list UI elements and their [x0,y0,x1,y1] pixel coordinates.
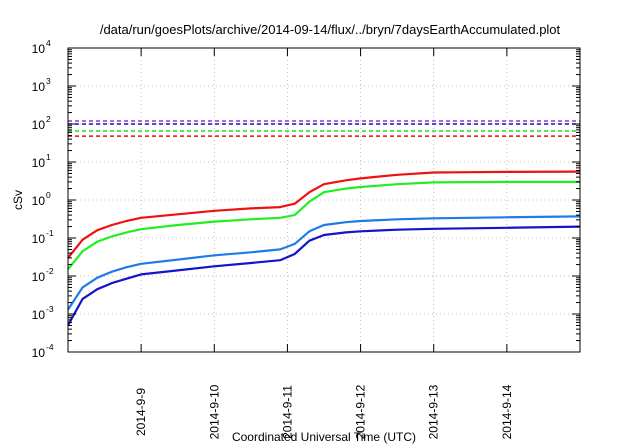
y-tick-label: 10 [32,346,46,360]
y-tick-label-exponent: -4 [46,342,54,352]
x-tick-label: 2014-9-14 [500,384,514,439]
y-axis-label: cSv [11,190,25,210]
y-tick-label: 10 [32,80,46,94]
series-line [67,225,581,326]
y-tick-label: 10 [32,118,46,132]
x-tick-label: 2014-9-13 [427,384,441,439]
y-tick-label: 10 [32,308,46,322]
series-line [67,180,580,270]
y-tick-label: 10 [32,42,46,56]
y-tick-label-exponent: 1 [46,152,51,162]
y-tick-label-exponent: 3 [46,76,51,86]
y-tick-label-exponent: -1 [46,228,54,238]
y-tick-label-exponent: -3 [46,304,54,314]
x-tick-label: 2014-9-10 [207,384,221,439]
x-tick-label: 2014-9-11 [280,385,294,439]
y-tick-label: 10 [32,232,46,246]
x-axis-label: Coordinated Universal Time (UTC) [232,430,416,444]
y-tick-label: 10 [32,156,46,170]
y-tick-label-exponent: 0 [46,190,51,200]
x-axis: 2014-9-9 2014-9-10 2014-9-11 2014-9-12 2014-… [134,48,514,439]
series-line [67,170,581,259]
x-tick-label: 2014-9-12 [354,384,368,439]
series-lines [67,170,581,326]
y-tick-label: 10 [32,194,46,208]
x-tick-label: 2014-9-9 [134,388,148,436]
y-tick-label-exponent: 4 [46,38,51,48]
y-tick-label: 10 [32,270,46,284]
y-tick-label-exponent: -2 [46,266,54,276]
y-tick-label-exponent: 2 [46,114,51,124]
chart-title: /data/run/goesPlots/archive/2014-09-14/f… [100,22,561,37]
series-line [67,215,581,311]
threshold-lines [68,120,580,137]
